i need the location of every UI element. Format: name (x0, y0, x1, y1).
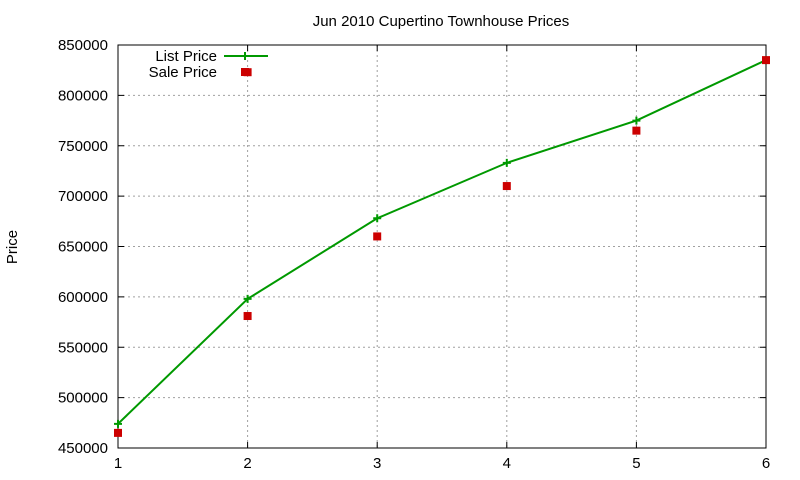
legend-label-list-price: List Price (155, 48, 217, 65)
x-tick-label: 5 (632, 455, 640, 472)
legend-marker-list-price (241, 52, 249, 60)
y-tick-label: 750000 (58, 138, 108, 155)
series-layer (114, 56, 770, 437)
x-tick-label: 1 (114, 455, 122, 472)
list-price-line (117, 59, 767, 425)
legend: List Price Sale Price (149, 48, 268, 81)
tick-labels: 1 2 3 4 5 6 450000 500000 550000 600000 650000 7000… (58, 37, 770, 472)
y-tick-label: 550000 (58, 339, 108, 356)
sale-price-point (762, 56, 770, 65)
list-price-point (114, 419, 122, 428)
y-tick-label: 450000 (58, 440, 108, 457)
y-tick-label: 650000 (58, 239, 108, 256)
y-axis-label: Price (4, 230, 21, 264)
y-tick-label: 700000 (58, 188, 108, 205)
x-tick-label: 3 (373, 455, 381, 472)
x-tick-label: 4 (503, 455, 511, 472)
chart-title: Jun 2010 Cupertino Townhouse Prices (313, 13, 570, 30)
list-price-point (373, 214, 382, 223)
y-tick-label: 800000 (58, 87, 108, 104)
sale-price-point (632, 126, 641, 135)
plot-frame (117, 44, 767, 449)
sale-price-point (243, 312, 252, 321)
list-price-point (243, 294, 252, 303)
legend-marker-sale-price (241, 68, 249, 76)
list-price-point (632, 116, 641, 125)
y-tick-label: 600000 (58, 289, 108, 306)
y-tick-label: 850000 (58, 37, 108, 54)
x-tick-label: 2 (243, 455, 251, 472)
x-tick-label: 6 (762, 455, 770, 472)
grid (118, 45, 766, 448)
list-price-point (502, 158, 511, 167)
sale-price-point (502, 182, 511, 191)
sale-price-point (114, 428, 122, 437)
sale-price-point (373, 232, 382, 241)
y-tick-label: 500000 (58, 390, 108, 407)
legend-label-sale-price: Sale Price (149, 64, 217, 81)
